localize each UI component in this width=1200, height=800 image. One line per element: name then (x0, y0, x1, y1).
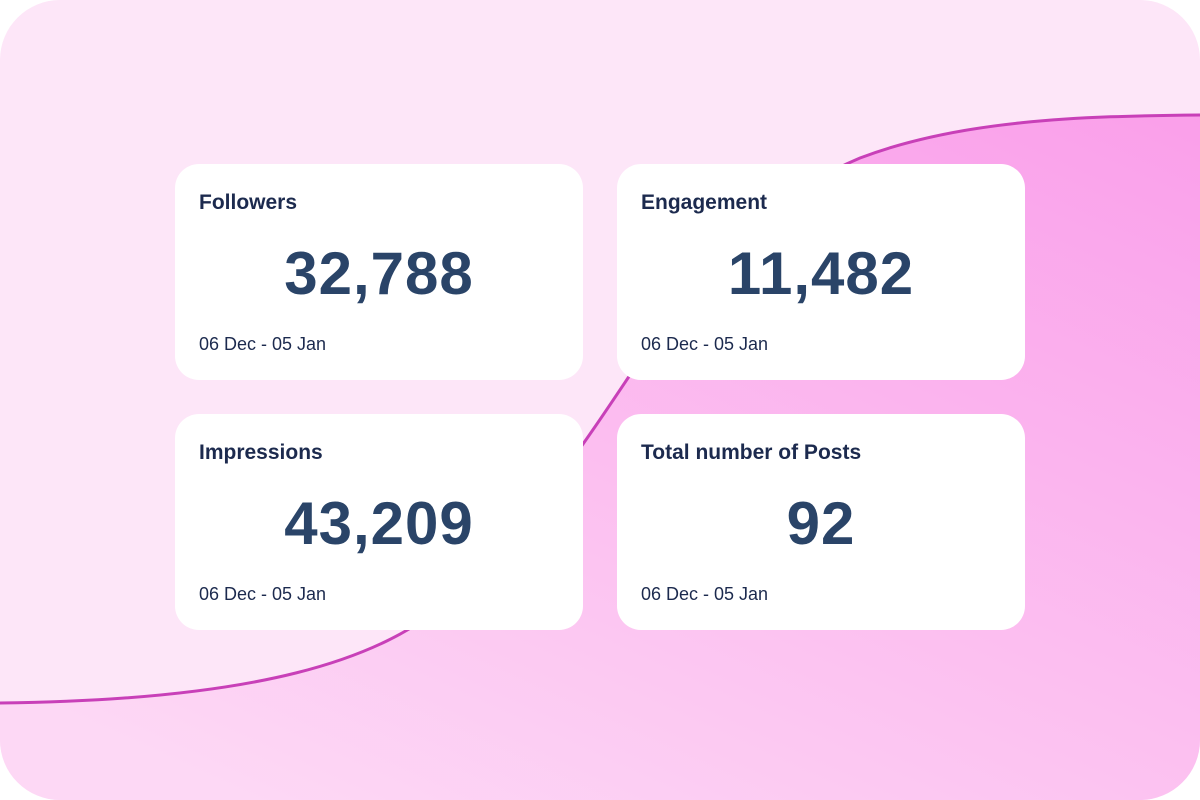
total-posts-card[interactable]: Total number of Posts 92 06 Dec - 05 Jan (617, 414, 1025, 630)
engagement-date-range: 06 Dec - 05 Jan (641, 334, 769, 354)
total-posts-date-range: 06 Dec - 05 Jan (641, 584, 769, 604)
total-posts-title: Total number of Posts (641, 441, 862, 464)
impressions-value: 43,209 (284, 490, 474, 557)
engagement-card[interactable]: Engagement 11,482 06 Dec - 05 Jan (617, 164, 1025, 380)
impressions-card[interactable]: Impressions 43,209 06 Dec - 05 Jan (175, 414, 583, 630)
impressions-title: Impressions (199, 441, 323, 464)
impressions-date-range: 06 Dec - 05 Jan (199, 584, 327, 604)
engagement-title: Engagement (641, 191, 768, 214)
followers-date-range: 06 Dec - 05 Jan (199, 334, 327, 354)
followers-title: Followers (199, 191, 298, 214)
total-posts-value: 92 (786, 490, 856, 557)
engagement-value: 11,482 (727, 240, 915, 307)
followers-value: 32,788 (284, 240, 474, 307)
followers-card[interactable]: Followers 32,788 06 Dec - 05 Jan (175, 164, 583, 380)
